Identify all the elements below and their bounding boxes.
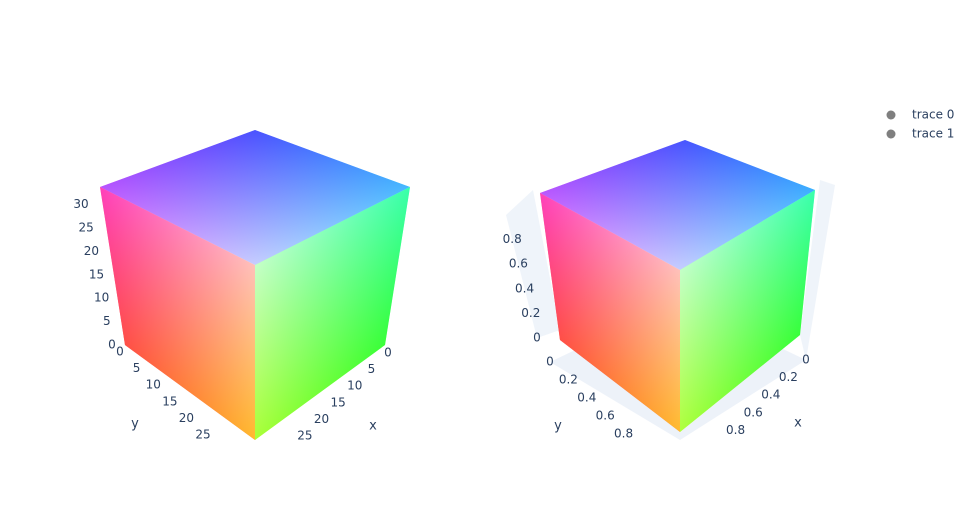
z-tick-label: 25	[79, 221, 94, 235]
legend-label: trace 1	[912, 127, 954, 141]
x-tick-label: 0.4	[761, 388, 780, 402]
legend-label: trace 0	[912, 108, 954, 122]
cube-face	[255, 187, 410, 440]
z-tick-label: 20	[84, 244, 99, 258]
y-tick-label: 0.4	[577, 391, 596, 405]
cube-face	[540, 140, 815, 270]
y-tick-label: 20	[179, 411, 194, 425]
x-tick-label: 15	[331, 395, 346, 409]
y-tick-label: 0.8	[614, 427, 633, 441]
z-tick-label: 0	[108, 338, 116, 352]
z-tick-label: 0.8	[503, 232, 522, 246]
y-tick-label: 0	[546, 355, 554, 369]
x-tick-label: 0.6	[744, 405, 763, 419]
cube-face	[540, 193, 680, 432]
y-tick-label: 0	[116, 345, 124, 359]
y-tick-label: 0.6	[596, 409, 615, 423]
z-tick-label: 5	[103, 314, 111, 328]
z-tick-label: 0	[533, 331, 541, 345]
legend-marker	[886, 129, 896, 139]
y-tick-label: 10	[146, 378, 161, 392]
x-tick-label: 20	[314, 412, 329, 426]
x-tick-label: 0.2	[779, 370, 798, 384]
legend-marker	[886, 110, 896, 120]
cube-face	[100, 187, 255, 440]
y-tick-label: 0.2	[559, 373, 578, 387]
y-axis-label: y	[131, 417, 139, 432]
y-axis-label: y	[554, 419, 562, 434]
z-tick-label: 30	[73, 197, 88, 211]
y-tick-label: 25	[195, 428, 210, 442]
z-tick-label: 0.6	[509, 257, 528, 271]
y-tick-label: 5	[133, 361, 141, 375]
z-tick-label: 10	[94, 291, 109, 305]
x-tick-label: 10	[347, 379, 362, 393]
x-tick-label: 5	[368, 362, 376, 376]
z-tick-label: 15	[89, 267, 104, 281]
z-tick-label: 0.2	[521, 306, 540, 320]
x-tick-label: 25	[297, 429, 312, 443]
x-tick-label: 0	[384, 346, 392, 360]
x-tick-label: 0	[802, 353, 810, 367]
x-axis-label: x	[794, 416, 802, 431]
z-tick-label: 0.4	[515, 281, 534, 295]
y-tick-label: 15	[162, 394, 177, 408]
cube-face	[100, 130, 410, 265]
x-axis-label: x	[369, 419, 377, 434]
cube-face	[680, 190, 815, 432]
x-tick-label: 0.8	[726, 423, 745, 437]
